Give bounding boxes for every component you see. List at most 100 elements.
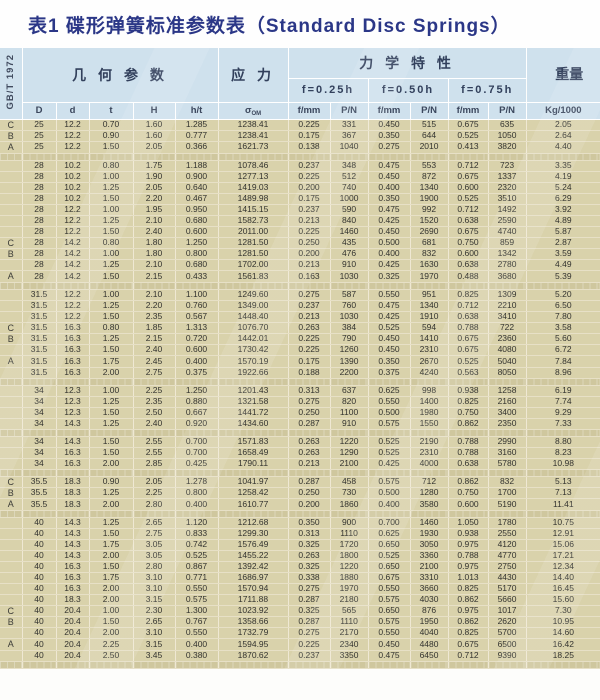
value-cell: 16.3 <box>56 447 90 459</box>
value-cell: 2690 <box>410 226 449 238</box>
spacer-cell <box>0 469 23 477</box>
table-row: 28 12.2 1.25 2.10 0.680 1582.73 0.213 840 0.425 1… <box>0 215 600 227</box>
value-cell: 1260 <box>330 344 369 357</box>
value-cell: 1.50 <box>89 616 134 629</box>
header-geometry: 几 何 参 数 <box>22 48 219 103</box>
value-cell: 1790.11 <box>218 458 289 470</box>
value-cell: 20.4 <box>56 605 90 617</box>
value-cell: 1340 <box>410 182 449 194</box>
series-label-cell: C <box>0 322 23 334</box>
spacer-cell <box>288 429 331 437</box>
value-cell: 1110 <box>330 528 369 540</box>
value-cell: 1870.62 <box>218 650 289 662</box>
spacer-cell <box>448 469 489 477</box>
table-row: 34 14.3 1.25 2.40 0.920 1434.60 0.287 910 0.575 1… <box>0 418 600 430</box>
value-cell: 859 <box>488 237 527 249</box>
table-row: 40 14.3 1.75 3.05 0.742 1576.49 0.325 1720 0.650… <box>0 539 600 551</box>
value-cell: 16.3 <box>56 458 90 470</box>
value-cell: 0.287 <box>288 476 331 488</box>
value-cell: 2.65 <box>133 616 176 629</box>
value-cell: 7.80 <box>526 311 600 323</box>
table-row: 40 18.3 2.00 3.15 0.575 1711.88 0.287 2180 0.575… <box>0 594 600 606</box>
col-p2: P/N <box>410 102 449 120</box>
series-label-cell: B <box>0 130 23 143</box>
value-cell: 4040 <box>410 627 449 640</box>
series-label-cell <box>0 561 23 573</box>
value-cell: 16.3 <box>56 583 90 595</box>
value-cell: 0.638 <box>448 259 489 272</box>
value-cell: 2.25 <box>89 638 134 651</box>
value-cell: 0.700 <box>175 447 219 459</box>
value-cell: 2180 <box>330 594 369 606</box>
col-p1: P/N <box>330 102 369 120</box>
value-cell: 8050 <box>488 367 527 379</box>
spacer-cell <box>175 153 219 161</box>
value-cell: 900 <box>330 517 369 529</box>
page-title: 表1 碟形弹簧标准参数表（Standard Disc Springs） <box>28 15 511 37</box>
col-ht: h/t <box>175 102 219 120</box>
spacer-cell <box>288 510 331 518</box>
value-cell: 12.2 <box>56 311 90 323</box>
value-cell: 0.862 <box>448 594 489 606</box>
value-cell: 1442.01 <box>218 333 289 346</box>
value-cell: 1.00 <box>89 605 134 617</box>
value-cell: 840 <box>330 215 369 227</box>
value-cell: 0.638 <box>448 215 489 227</box>
value-cell: 0.525 <box>448 130 489 143</box>
value-cell: 0.600 <box>448 498 489 511</box>
weight-label: 重量 <box>555 66 584 82</box>
value-cell: 0.675 <box>448 333 489 346</box>
value-cell: 40 <box>22 594 57 606</box>
spacer-row <box>0 661 600 669</box>
value-cell: 0.550 <box>175 627 219 640</box>
spacer-cell <box>448 378 489 386</box>
value-cell: 910 <box>330 259 369 272</box>
value-cell: 0.771 <box>175 572 219 584</box>
value-cell: 0.525 <box>368 550 411 562</box>
spacer-cell <box>175 378 219 386</box>
series-label-cell: A <box>0 638 23 651</box>
value-cell: 1.00 <box>89 385 134 397</box>
value-cell: 0.90 <box>89 130 134 143</box>
spacer-row <box>0 510 600 518</box>
value-cell: 12.2 <box>56 204 90 216</box>
value-cell: 644 <box>410 130 449 143</box>
value-cell: 0.275 <box>288 583 331 595</box>
value-cell: 31.5 <box>22 311 57 323</box>
value-cell: 0.287 <box>288 418 331 430</box>
value-cell: 3.10 <box>133 627 176 640</box>
value-cell: 1340 <box>410 300 449 312</box>
value-cell: 18.3 <box>56 498 90 511</box>
value-cell: 4740 <box>488 226 527 238</box>
series-label-cell: B <box>0 333 23 346</box>
value-cell: 1017 <box>488 605 527 617</box>
value-cell: 12.3 <box>56 385 90 397</box>
spacer-cell <box>218 153 289 161</box>
value-cell: 1.25 <box>89 333 134 346</box>
spacer-cell <box>133 510 176 518</box>
spacer-cell <box>488 469 527 477</box>
value-cell: 3350 <box>330 650 369 662</box>
spacer-cell <box>448 510 489 518</box>
value-cell: 12.2 <box>56 141 90 154</box>
value-cell: 15.06 <box>526 539 600 551</box>
spacer-cell <box>218 429 289 437</box>
table-row: 40 16.3 2.00 3.10 0.550 1570.94 0.275 1970 0.550… <box>0 583 600 595</box>
value-cell: 1076.70 <box>218 322 289 334</box>
value-cell: 4.89 <box>526 215 600 227</box>
spacer-cell <box>368 661 411 669</box>
spacer-cell <box>368 469 411 477</box>
value-cell: 34 <box>22 396 57 408</box>
value-cell: 3.58 <box>526 322 600 334</box>
value-cell: 2010 <box>410 141 449 154</box>
value-cell: 1860 <box>330 498 369 511</box>
value-cell: 1337 <box>488 171 527 183</box>
spacer-row <box>0 378 600 386</box>
header-f025: f=0.25h <box>288 78 369 103</box>
value-cell: 0.400 <box>175 498 219 511</box>
value-cell: 1.60 <box>133 119 176 131</box>
value-cell: 0.788 <box>448 322 489 334</box>
title-bar: 表1 碟形弹簧标准参数表（Standard Disc Springs） <box>0 0 600 48</box>
value-cell: 2310 <box>410 344 449 357</box>
value-cell: 2.80 <box>133 561 176 573</box>
